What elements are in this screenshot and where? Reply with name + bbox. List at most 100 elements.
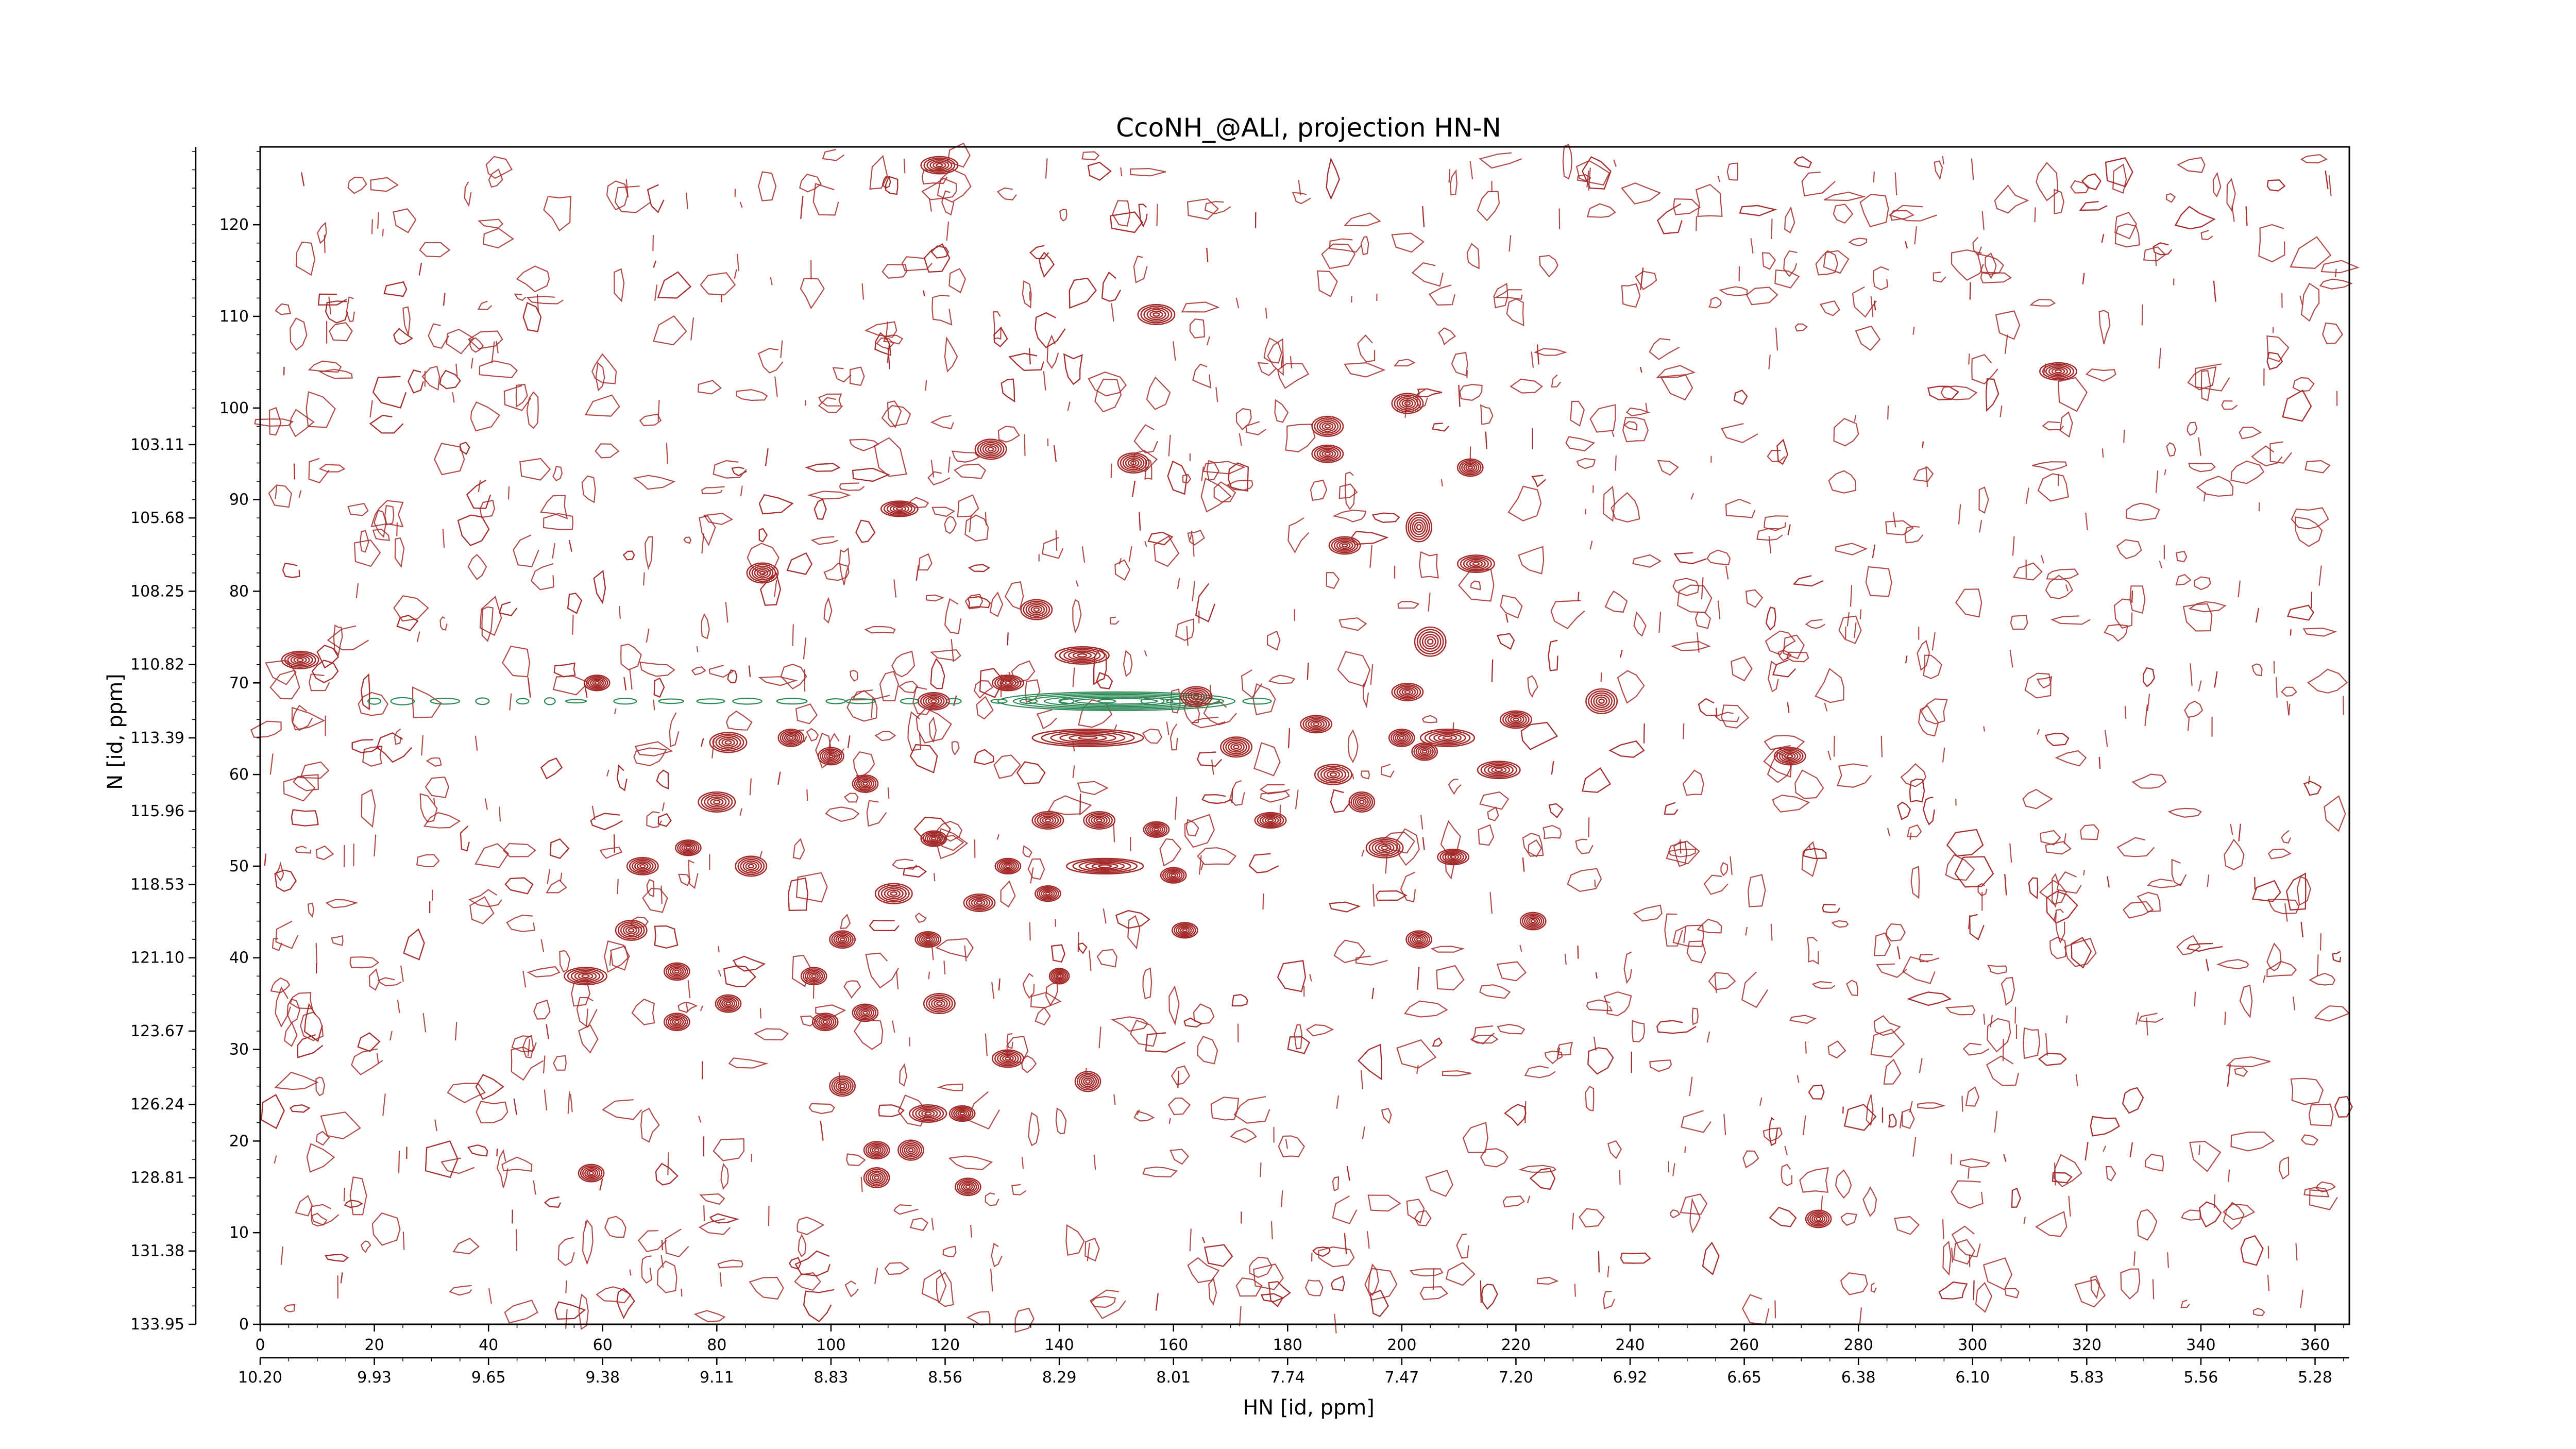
noise-contour <box>861 283 865 300</box>
noise-contour <box>1130 167 1166 177</box>
noise-contour <box>1702 1241 1720 1275</box>
peak-contour-level <box>987 447 994 452</box>
noise-contour <box>591 353 617 384</box>
noise-contour <box>639 413 662 427</box>
noise-contour <box>309 673 330 692</box>
noise-contour <box>727 669 738 684</box>
noise-contour <box>1445 853 1455 880</box>
peak-contour-level <box>628 928 635 933</box>
noise-contour <box>653 699 655 711</box>
peak-contour-level <box>862 1010 868 1015</box>
noise-contour <box>293 463 295 480</box>
peak-contour-level <box>1396 396 1419 411</box>
noise-contour <box>1524 1065 1556 1079</box>
noise-contour <box>677 1001 698 1013</box>
peak-contour-level <box>1412 519 1426 535</box>
noise-contour <box>691 666 706 676</box>
noise-contour <box>2040 830 2061 846</box>
noise-contour <box>736 389 768 401</box>
noise-contour <box>614 708 617 714</box>
noise-contour <box>968 564 991 572</box>
noise-contour <box>1367 1231 1370 1249</box>
peak-contour-level <box>930 836 937 841</box>
noise-contour <box>2057 377 2088 412</box>
noise-contour <box>1767 449 1786 462</box>
noise-contour <box>2309 972 2336 986</box>
noise-contour <box>1357 334 1376 362</box>
noise-contour <box>609 954 612 966</box>
noise-contour <box>646 879 655 898</box>
noise-contour <box>1337 651 1371 687</box>
peak-contour-level <box>1130 461 1137 465</box>
noise-contour <box>700 1005 704 1012</box>
noise-contour <box>931 1218 934 1231</box>
x-axis-title: HN [id, ppm] <box>1243 1396 1375 1420</box>
noise-contour <box>1982 1257 2013 1291</box>
peak-contour-level <box>1041 889 1055 898</box>
y-tick-label: 40 <box>229 949 249 967</box>
peak-contour-level <box>1093 817 1105 824</box>
noise-contour <box>1436 965 1465 991</box>
peak-contour-level <box>877 884 910 903</box>
noise-contour <box>1239 1306 1242 1326</box>
noise-contour <box>2282 389 2312 422</box>
noise-contour <box>468 889 502 907</box>
peak-contour-level <box>1182 687 1210 706</box>
noise-contour <box>1833 418 1859 447</box>
noise-contour <box>1643 723 1645 744</box>
y-ppm-tick-label: 115.96 <box>130 802 184 820</box>
noise-contour <box>557 1237 575 1267</box>
noise-contour <box>912 686 936 715</box>
noise-contour <box>1183 1017 1203 1027</box>
noise-contour <box>1676 584 1713 613</box>
peak-contour-level <box>1088 814 1110 827</box>
noise-contour <box>291 809 319 827</box>
y-tick-label: 10 <box>229 1224 249 1242</box>
peak-contour-level <box>1054 646 1110 665</box>
peak <box>994 857 1022 875</box>
noise-contour <box>1144 541 1147 547</box>
noise-contour <box>1368 1263 1379 1296</box>
noise-contour <box>1787 702 1790 713</box>
noise-contour <box>1287 1036 1310 1054</box>
noise-contour <box>416 631 420 643</box>
noise-contour <box>1249 1256 1273 1278</box>
noise-contour <box>1838 615 1862 645</box>
noise-contour <box>2334 1096 2353 1118</box>
peak-contour-level <box>679 842 698 854</box>
noise-contour <box>2266 179 2286 192</box>
noise-contour <box>428 323 450 349</box>
noise-contour <box>2227 1064 2231 1087</box>
peak-contour-level <box>1811 1214 1826 1224</box>
noise-contour <box>452 392 455 403</box>
noise-contour <box>952 450 980 463</box>
noise-contour <box>1309 974 1312 982</box>
peak-contour-level <box>951 1106 974 1121</box>
noise-contour <box>1775 327 1778 351</box>
noise-contour <box>1111 303 1114 322</box>
noise-contour <box>1072 599 1082 634</box>
noise-contour <box>855 519 876 543</box>
x-tick-label: 220 <box>1501 1336 1531 1354</box>
noise-contour <box>2200 230 2213 240</box>
noise-contour <box>1625 407 1651 416</box>
noise-contour <box>1174 797 1177 820</box>
noise-contour <box>657 1260 677 1293</box>
noise-contour <box>1611 492 1640 523</box>
noise-contour <box>2159 560 2163 569</box>
noise-contour <box>852 689 890 701</box>
peak <box>948 1105 976 1122</box>
noise-contour <box>1527 1195 1531 1204</box>
noise-contour <box>1985 252 1997 279</box>
peak-contour-level <box>835 1080 850 1092</box>
peak-contour-level <box>884 888 904 900</box>
peak-contour-level <box>1507 714 1524 724</box>
peak-contour-level <box>874 1148 879 1153</box>
y-tick-label: 50 <box>229 857 249 875</box>
peak-contour-level <box>1495 768 1503 772</box>
peak-contour-level <box>698 791 736 813</box>
peak-contour-level <box>1080 1075 1095 1087</box>
peak-contour-level <box>837 1082 848 1090</box>
noise-contour <box>460 825 470 852</box>
peak-contour-level <box>745 862 757 870</box>
